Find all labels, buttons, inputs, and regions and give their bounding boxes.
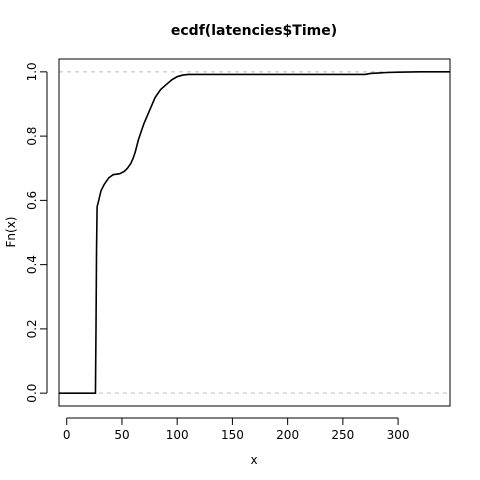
reference-lines [59,71,450,394]
x-tick-label: 250 [331,428,354,442]
y-axis: 0.0 0.2 0.4 0.6 0.8 1.0 [25,62,48,403]
y-tick-label: 0.6 [25,191,39,210]
ecdf-curve [59,71,450,394]
x-axis: 0 50 100 150 200 250 300 [63,417,410,442]
y-tick-label: 0.4 [25,255,39,274]
x-tick-label: 200 [276,428,299,442]
x-axis-label: x [250,453,257,467]
x-tick-label: 100 [166,428,189,442]
x-tick-label: 0 [63,428,71,442]
x-tick-label: 300 [387,428,410,442]
y-tick-label: 0.2 [25,319,39,338]
chart-title: ecdf(latencies$Time) [171,23,337,39]
y-tick-label: 0.8 [25,127,39,146]
x-tick-label: 50 [114,428,129,442]
y-tick-label: 0.0 [25,384,39,403]
y-tick-label: 1.0 [25,62,39,81]
x-tick-label: 150 [221,428,244,442]
y-axis-label: Fn(x) [4,217,18,248]
plot-frame [58,58,451,407]
